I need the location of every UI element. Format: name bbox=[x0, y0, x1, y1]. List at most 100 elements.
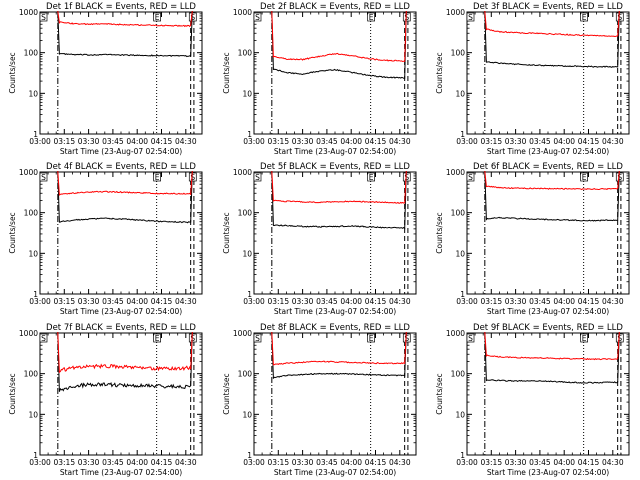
time-marker-box bbox=[402, 12, 411, 22]
x-tick-label: 03:00 bbox=[29, 458, 51, 467]
plot-frame bbox=[39, 171, 203, 295]
x-axis-label: Start Time (23-Aug-07 02:54:00) bbox=[274, 147, 396, 156]
y-tick-label: 100 bbox=[238, 209, 253, 218]
x-tick-label: 03:00 bbox=[243, 297, 265, 306]
x-tick-label: 04:00 bbox=[553, 297, 575, 306]
x-tick-label: 04:30 bbox=[389, 297, 411, 306]
x-axis-label: Start Time (23-Aug-07 02:54:00) bbox=[60, 307, 182, 316]
x-tick-label: 04:15 bbox=[151, 137, 173, 146]
x-tick-label: 03:30 bbox=[505, 297, 527, 306]
time-marker-E: E bbox=[155, 173, 160, 182]
time-marker-box bbox=[153, 172, 161, 182]
x-tick-label: 04:15 bbox=[578, 297, 600, 306]
time-marker-E: E bbox=[369, 173, 374, 182]
y-tick-label: 1000 bbox=[446, 168, 465, 177]
x-axis-label: Start Time (23-Aug-07 02:54:00) bbox=[487, 147, 609, 156]
x-tick-label: 03:15 bbox=[53, 137, 75, 146]
y-tick-label: 1 bbox=[247, 451, 252, 460]
time-marker-E: E bbox=[582, 173, 587, 182]
y-tick-label: 100 bbox=[24, 209, 39, 218]
time-marker-box bbox=[39, 12, 48, 22]
plot-title: Det 1f BLACK = Events, RED = LLD bbox=[46, 2, 196, 12]
y-tick-label: 100 bbox=[24, 49, 39, 58]
lld-series-line bbox=[484, 10, 620, 38]
x-tick-label: 04:30 bbox=[175, 297, 197, 306]
y-tick-label: 100 bbox=[238, 370, 253, 379]
y-tick-label: 10 bbox=[28, 249, 38, 258]
time-marker-S: S bbox=[255, 334, 260, 343]
time-marker-E: E bbox=[369, 13, 374, 22]
time-marker-box bbox=[580, 12, 588, 22]
x-tick-label: 03:45 bbox=[316, 137, 338, 146]
y-tick-label: 10 bbox=[28, 89, 38, 98]
y-tick-label: 1 bbox=[33, 451, 38, 460]
time-marker-box bbox=[615, 333, 624, 343]
x-tick-label: 04:30 bbox=[602, 137, 624, 146]
x-axis-label: Start Time (23-Aug-07 02:54:00) bbox=[60, 147, 182, 156]
lld-series-line bbox=[271, 331, 407, 366]
x-tick-label: 04:30 bbox=[602, 458, 624, 467]
y-tick-label: 1 bbox=[460, 451, 465, 460]
events-series-line bbox=[484, 331, 620, 384]
plot-title: Det 7f BLACK = Events, RED = LLD bbox=[46, 323, 196, 333]
x-tick-label: 03:45 bbox=[102, 458, 124, 467]
x-tick-label: 04:30 bbox=[175, 137, 197, 146]
x-axis-label: Start Time (23-Aug-07 02:54:00) bbox=[274, 307, 396, 316]
lld-series-line bbox=[271, 10, 407, 63]
time-marker-S: S bbox=[255, 173, 260, 182]
time-marker-box bbox=[615, 172, 624, 182]
x-tick-label: 03:00 bbox=[456, 137, 478, 146]
y-tick-label: 100 bbox=[451, 209, 466, 218]
y-tick-label: 1000 bbox=[19, 329, 38, 338]
x-tick-label: 04:15 bbox=[578, 137, 600, 146]
y-tick-label: 10 bbox=[242, 249, 252, 258]
events-series-line bbox=[57, 170, 193, 224]
x-tick-label: 03:30 bbox=[78, 297, 100, 306]
time-marker-S: S bbox=[255, 13, 260, 22]
x-tick-label: 03:00 bbox=[456, 458, 478, 467]
x-tick-label: 04:15 bbox=[365, 297, 387, 306]
x-tick-label: 04:15 bbox=[578, 458, 600, 467]
x-axis-label: Start Time (23-Aug-07 02:54:00) bbox=[487, 307, 609, 316]
time-marker-box bbox=[580, 172, 588, 182]
x-axis-label: Start Time (23-Aug-07 02:54:00) bbox=[274, 468, 396, 477]
time-marker-E: E bbox=[582, 334, 587, 343]
time-marker-S: S bbox=[190, 334, 195, 343]
time-marker-S: S bbox=[190, 173, 195, 182]
x-tick-label: 03:45 bbox=[102, 297, 124, 306]
plot-title: Det 5f BLACK = Events, RED = LLD bbox=[260, 162, 410, 172]
plot-frame bbox=[253, 332, 417, 456]
x-tick-label: 03:30 bbox=[78, 458, 100, 467]
x-tick-label: 03:00 bbox=[29, 297, 51, 306]
time-marker-box bbox=[188, 333, 197, 343]
lld-series-line bbox=[484, 170, 620, 191]
time-marker-S: S bbox=[617, 173, 622, 182]
plot-panel-5: Det 5f BLACK = Events, RED = LLD 1 10 100 10… bbox=[222, 162, 417, 316]
plot-panel-9: Det 9f BLACK = Events, RED = LLD 1 10 100 10… bbox=[435, 323, 630, 477]
events-series-line bbox=[271, 170, 407, 230]
events-series-line bbox=[57, 331, 193, 392]
x-tick-label: 03:45 bbox=[102, 137, 124, 146]
x-tick-label: 03:00 bbox=[29, 137, 51, 146]
x-tick-label: 03:45 bbox=[529, 137, 551, 146]
y-tick-label: 10 bbox=[455, 249, 465, 258]
lld-series-line bbox=[57, 331, 193, 374]
x-tick-label: 04:00 bbox=[340, 137, 362, 146]
x-tick-label: 03:15 bbox=[480, 458, 502, 467]
y-axis-label: Counts/sec bbox=[8, 212, 17, 253]
x-tick-label: 04:15 bbox=[365, 458, 387, 467]
plot-title: Det 9f BLACK = Events, RED = LLD bbox=[473, 323, 623, 333]
x-tick-label: 04:30 bbox=[389, 137, 411, 146]
x-tick-label: 03:15 bbox=[480, 137, 502, 146]
y-axis-label: Counts/sec bbox=[222, 212, 231, 253]
time-marker-box bbox=[253, 333, 262, 343]
x-tick-label: 04:00 bbox=[553, 137, 575, 146]
x-tick-label: 03:15 bbox=[480, 297, 502, 306]
x-tick-label: 03:45 bbox=[316, 297, 338, 306]
x-tick-label: 04:15 bbox=[151, 297, 173, 306]
x-tick-label: 03:45 bbox=[316, 458, 338, 467]
x-tick-label: 03:15 bbox=[267, 137, 289, 146]
y-tick-label: 100 bbox=[238, 49, 253, 58]
x-tick-label: 04:15 bbox=[365, 137, 387, 146]
